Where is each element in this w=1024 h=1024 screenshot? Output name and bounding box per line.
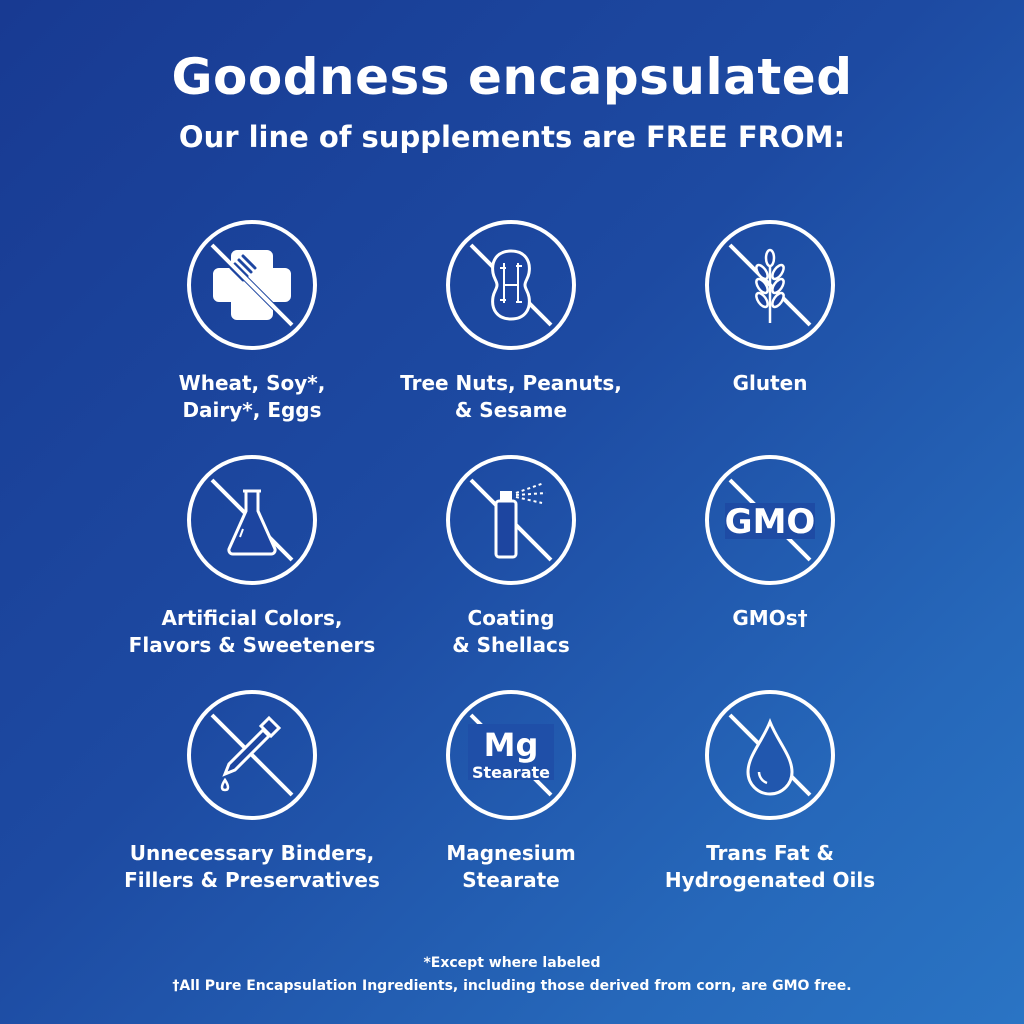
item-gluten: Gluten [620, 218, 920, 397]
item-label: & Shellacs [452, 633, 570, 657]
item-coating-shellacs: Coating & Shellacs [361, 453, 661, 659]
item-label: Wheat, Soy*, [178, 371, 326, 395]
item-label: Magnesium [446, 841, 576, 865]
item-binders-fillers: Unnecessary Binders, Fillers & Preservati… [102, 688, 402, 894]
stearate-icon-text: Stearate [472, 763, 550, 782]
item-label: Fillers & Preservatives [124, 868, 380, 892]
item-artificial-colors: Artificial Colors, Flavors & Sweeteners [102, 453, 402, 659]
item-label: Artificial Colors, [161, 606, 343, 630]
item-label: Stearate [462, 868, 560, 892]
item-magnesium-stearate: Mg Stearate Magnesium Stearate [361, 688, 661, 894]
item-label: Trans Fat & [706, 841, 834, 865]
item-trans-fat: Trans Fat & Hydrogenated Oils [620, 688, 920, 894]
item-nuts-peanuts-sesame: Tree Nuts, Peanuts, & Sesame [361, 218, 661, 424]
item-label: GMOs† [732, 606, 808, 630]
mg-icon-text: Mg [484, 726, 539, 764]
item-label: Coating [467, 606, 555, 630]
item-label: Hydrogenated Oils [664, 868, 876, 892]
wheat-stalk-icon [705, 220, 835, 350]
item-gmos: GMO GMOs† [620, 453, 920, 632]
mg-stearate-icon: Mg Stearate [446, 690, 576, 820]
page-title: Goodness encapsulated [171, 48, 853, 106]
item-wheat-soy-dairy-eggs: Wheat, Soy*, Dairy*, Eggs [102, 218, 402, 424]
flask-icon [187, 455, 317, 585]
footnote-except: *Except where labeled [423, 955, 601, 971]
item-label: Tree Nuts, Peanuts, [400, 371, 622, 395]
spray-can-icon [446, 455, 576, 585]
item-label: Gluten [732, 371, 808, 395]
dropper-icon [187, 690, 317, 820]
page-subtitle: Our line of supplements are FREE FROM: [178, 120, 846, 154]
item-label: Unnecessary Binders, [129, 841, 375, 865]
wheat-soy-dairy-eggs-icon [187, 220, 317, 350]
oil-drop-icon [705, 690, 835, 820]
gmo-icon: GMO [705, 455, 835, 585]
peanut-icon [446, 220, 576, 350]
item-label: Flavors & Sweeteners [128, 633, 376, 657]
gmo-icon-text: GMO [725, 502, 816, 542]
item-label: & Sesame [454, 398, 568, 422]
item-label: Dairy*, Eggs [182, 398, 322, 422]
footnote-gmo: †All Pure Encapsulation Ingredients, inc… [172, 978, 852, 994]
